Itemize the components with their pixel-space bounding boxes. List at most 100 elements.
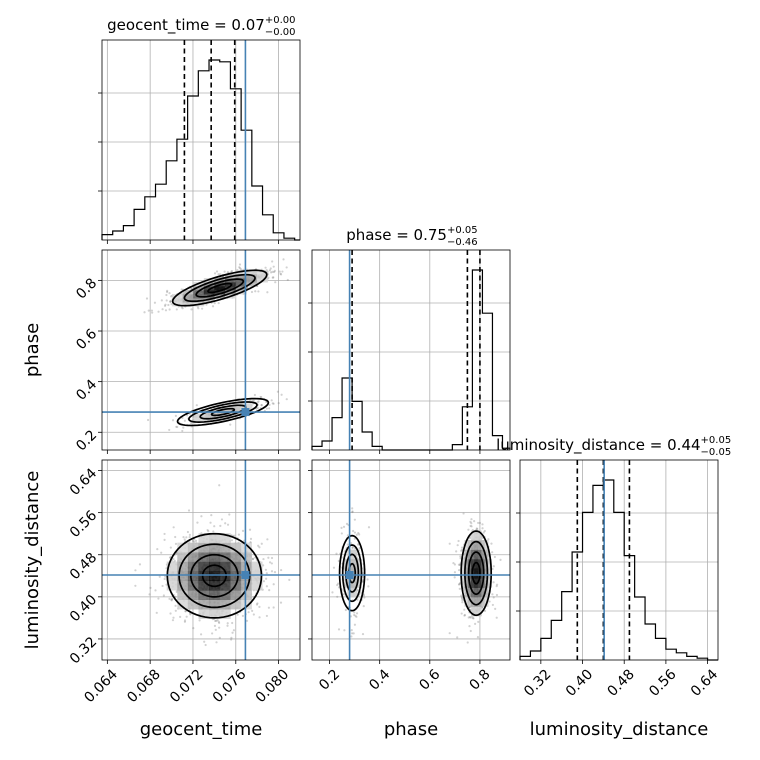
sample-point bbox=[231, 631, 234, 634]
sample-point bbox=[258, 546, 261, 549]
panel-content bbox=[102, 460, 300, 660]
x-tick-label: 0.2 bbox=[316, 666, 343, 693]
sample-point bbox=[171, 597, 174, 601]
sample-point bbox=[460, 548, 464, 551]
sample-point bbox=[495, 593, 499, 597]
sample-point bbox=[145, 297, 149, 300]
density-cell bbox=[240, 403, 253, 408]
sample-point bbox=[466, 641, 469, 644]
sample-point bbox=[262, 580, 266, 583]
contour-line bbox=[338, 534, 366, 612]
density-cell bbox=[235, 274, 247, 279]
density-cell bbox=[481, 540, 486, 550]
sample-point bbox=[265, 407, 268, 410]
density-cell bbox=[481, 587, 486, 598]
sample-point bbox=[184, 610, 187, 613]
sample-point bbox=[148, 593, 151, 596]
sample-point bbox=[461, 601, 464, 604]
density-cell bbox=[177, 580, 189, 591]
x-tick-label: 0.32 bbox=[521, 666, 554, 699]
sample-point bbox=[211, 632, 214, 635]
sample-point bbox=[456, 544, 459, 547]
sample-point bbox=[157, 310, 160, 313]
sample-point bbox=[163, 304, 167, 307]
sample-point bbox=[174, 535, 177, 539]
panel-frame bbox=[519, 459, 719, 661]
sample-point bbox=[226, 270, 229, 274]
density-cell bbox=[177, 552, 189, 563]
sample-point bbox=[267, 556, 270, 559]
y-tick-label: 0.56 bbox=[67, 508, 100, 541]
sample-point bbox=[213, 302, 216, 305]
sample-point bbox=[270, 570, 274, 573]
contour-line bbox=[341, 544, 363, 603]
sample-point bbox=[491, 593, 494, 596]
density-cell bbox=[460, 568, 465, 579]
density-cell bbox=[474, 540, 479, 550]
sample-point bbox=[217, 273, 220, 276]
sample-point bbox=[343, 629, 346, 632]
sample-point bbox=[228, 513, 231, 516]
x-axis-label-phase: phase bbox=[384, 719, 438, 740]
sample-point bbox=[469, 524, 472, 528]
sample-point bbox=[193, 540, 196, 543]
title-main: geocent_time = 0.07 bbox=[107, 16, 265, 35]
sample-point bbox=[363, 596, 366, 599]
sample-point bbox=[337, 582, 340, 585]
density-cell bbox=[219, 571, 231, 582]
sample-point bbox=[335, 552, 338, 555]
sample-point bbox=[267, 606, 271, 609]
sample-point bbox=[192, 415, 195, 419]
sample-point bbox=[367, 585, 370, 588]
density-cell bbox=[240, 542, 252, 553]
sample-point bbox=[460, 549, 463, 552]
sample-point bbox=[220, 518, 224, 521]
sample-point bbox=[268, 407, 271, 410]
sample-point bbox=[182, 536, 185, 539]
contour-line bbox=[460, 530, 493, 617]
sample-point bbox=[495, 583, 499, 586]
sample-point bbox=[456, 636, 459, 639]
sample-point bbox=[285, 398, 288, 401]
sample-point bbox=[355, 612, 359, 615]
y-tick-label: 0.2 bbox=[73, 427, 100, 454]
title-upper: +0.05 bbox=[701, 435, 732, 446]
sample-point bbox=[195, 404, 198, 407]
density-cell bbox=[209, 533, 221, 544]
density-cell bbox=[471, 530, 475, 541]
sample-point bbox=[188, 533, 191, 537]
density-cell bbox=[230, 571, 242, 582]
sample-point bbox=[262, 557, 265, 561]
pair-panel-geocent_time-luminosity_distance: 0.064 0.068 0.072 0.076 0.080 0.32 0.40 0.48 0.5… bbox=[67, 459, 301, 706]
sample-point bbox=[238, 263, 242, 266]
contour-line bbox=[188, 401, 258, 423]
density-cell bbox=[460, 577, 465, 588]
sample-point bbox=[270, 399, 273, 402]
density-cell bbox=[460, 558, 465, 569]
density-cell bbox=[209, 590, 221, 600]
sample-point bbox=[230, 638, 233, 641]
sample-point bbox=[138, 563, 142, 566]
sample-point bbox=[353, 613, 356, 617]
density-cell bbox=[187, 542, 199, 553]
sample-point bbox=[172, 558, 175, 561]
density-cell bbox=[251, 571, 263, 582]
sample-point bbox=[353, 623, 357, 626]
sample-point bbox=[461, 599, 464, 602]
sample-point bbox=[269, 271, 273, 274]
sample-point bbox=[468, 615, 472, 619]
density-cell bbox=[356, 558, 361, 569]
density-cell bbox=[214, 289, 226, 295]
sample-point bbox=[268, 403, 271, 406]
contour-line bbox=[171, 269, 268, 307]
sample-point bbox=[187, 509, 191, 512]
sample-point bbox=[457, 568, 461, 572]
sample-point bbox=[273, 571, 277, 574]
sample-point bbox=[481, 527, 484, 530]
sample-point bbox=[463, 613, 467, 617]
sample-point bbox=[164, 303, 167, 306]
hist-panel-geocent_time: geocent_time = 0.07+0.00−0.00 bbox=[98, 15, 301, 244]
sample-point bbox=[258, 605, 261, 609]
sample-point bbox=[150, 309, 154, 312]
density-cell bbox=[172, 293, 184, 299]
